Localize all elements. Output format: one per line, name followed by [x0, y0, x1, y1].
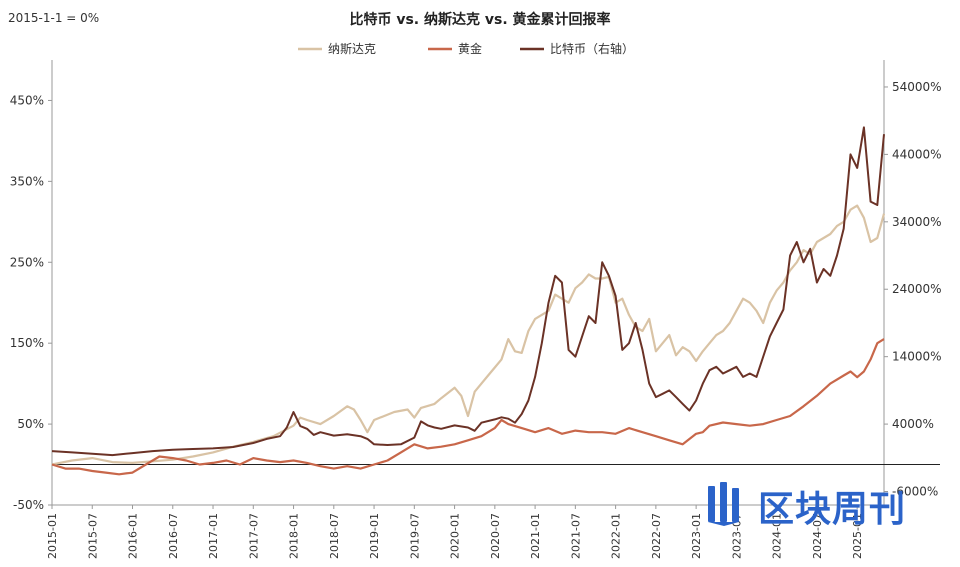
right-tick-label: 44000% — [892, 147, 942, 161]
x-tick-label: 2023-01 — [690, 513, 703, 559]
watermark: 区块周刊 — [706, 478, 946, 530]
x-tick-label: 2021-01 — [529, 513, 542, 559]
series-line-gold — [51, 338, 885, 476]
left-tick-label: 450% — [10, 93, 44, 107]
x-tick-label: 2021-07 — [569, 513, 582, 559]
right-tick-label: 4000% — [892, 417, 934, 431]
legend: 纳斯达克 黄金 比特币（右轴） — [298, 41, 634, 56]
base-note: 2015-1-1 = 0% — [8, 11, 99, 25]
left-tick-label: 250% — [10, 255, 44, 269]
left-tick-label: 150% — [10, 336, 44, 350]
left-tick-label: -50% — [13, 498, 44, 512]
x-tick-label: 2016-07 — [167, 513, 180, 559]
x-tick-label: 2017-01 — [207, 513, 220, 559]
x-tick-label: 2020-07 — [489, 513, 502, 559]
x-tick-label: 2022-01 — [610, 513, 623, 559]
left-tick-label: 50% — [17, 417, 44, 431]
x-tick-label: 2016-01 — [127, 513, 140, 559]
x-tick-label: 2024-01 — [771, 513, 784, 559]
x-tick-label: 2023-07 — [730, 513, 743, 559]
series-line-nasdaq — [51, 204, 886, 466]
x-tick-label: 2020-01 — [449, 513, 462, 559]
x-tick-label: 2018-01 — [288, 513, 301, 559]
right-tick-label: 54000% — [892, 80, 942, 94]
x-tick-label: 2025-01 — [851, 513, 864, 559]
chart-title: 比特币 vs. 纳斯达克 vs. 黄金累计回报率 — [349, 11, 610, 28]
legend-label-bitcoin: 比特币（右轴） — [550, 41, 634, 56]
x-tick-label: 2015-07 — [86, 513, 99, 559]
watermark-text: 区块周刊 — [758, 489, 907, 530]
x-tick-label: 2022-07 — [650, 513, 663, 559]
right-tick-label: 34000% — [892, 215, 942, 229]
legend-label-gold: 黄金 — [458, 41, 482, 56]
left-tick-label: 350% — [10, 174, 44, 188]
x-tick-label: 2019-01 — [368, 513, 381, 559]
series-line-bitcoin — [51, 126, 885, 457]
watermark-logo-icon — [708, 482, 739, 526]
legend-label-nasdaq: 纳斯达克 — [328, 42, 376, 56]
x-tick-label: 2015-01 — [46, 513, 59, 559]
series-lines — [51, 126, 886, 476]
x-tick-label: 2017-07 — [247, 513, 260, 559]
x-tick-label: 2019-07 — [408, 513, 421, 559]
right-tick-label: 24000% — [892, 282, 942, 296]
x-tick-label: 2024-07 — [811, 513, 824, 559]
right-tick-label: -6000% — [892, 485, 938, 499]
right-tick-label: 14000% — [892, 350, 942, 364]
x-tick-label: 2018-07 — [328, 513, 341, 559]
